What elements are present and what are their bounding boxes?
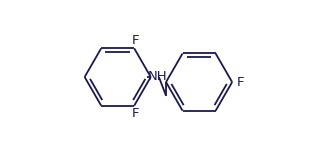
Text: F: F <box>132 107 140 120</box>
Text: NH: NH <box>148 70 168 83</box>
Text: F: F <box>237 76 245 89</box>
Text: F: F <box>132 34 140 47</box>
